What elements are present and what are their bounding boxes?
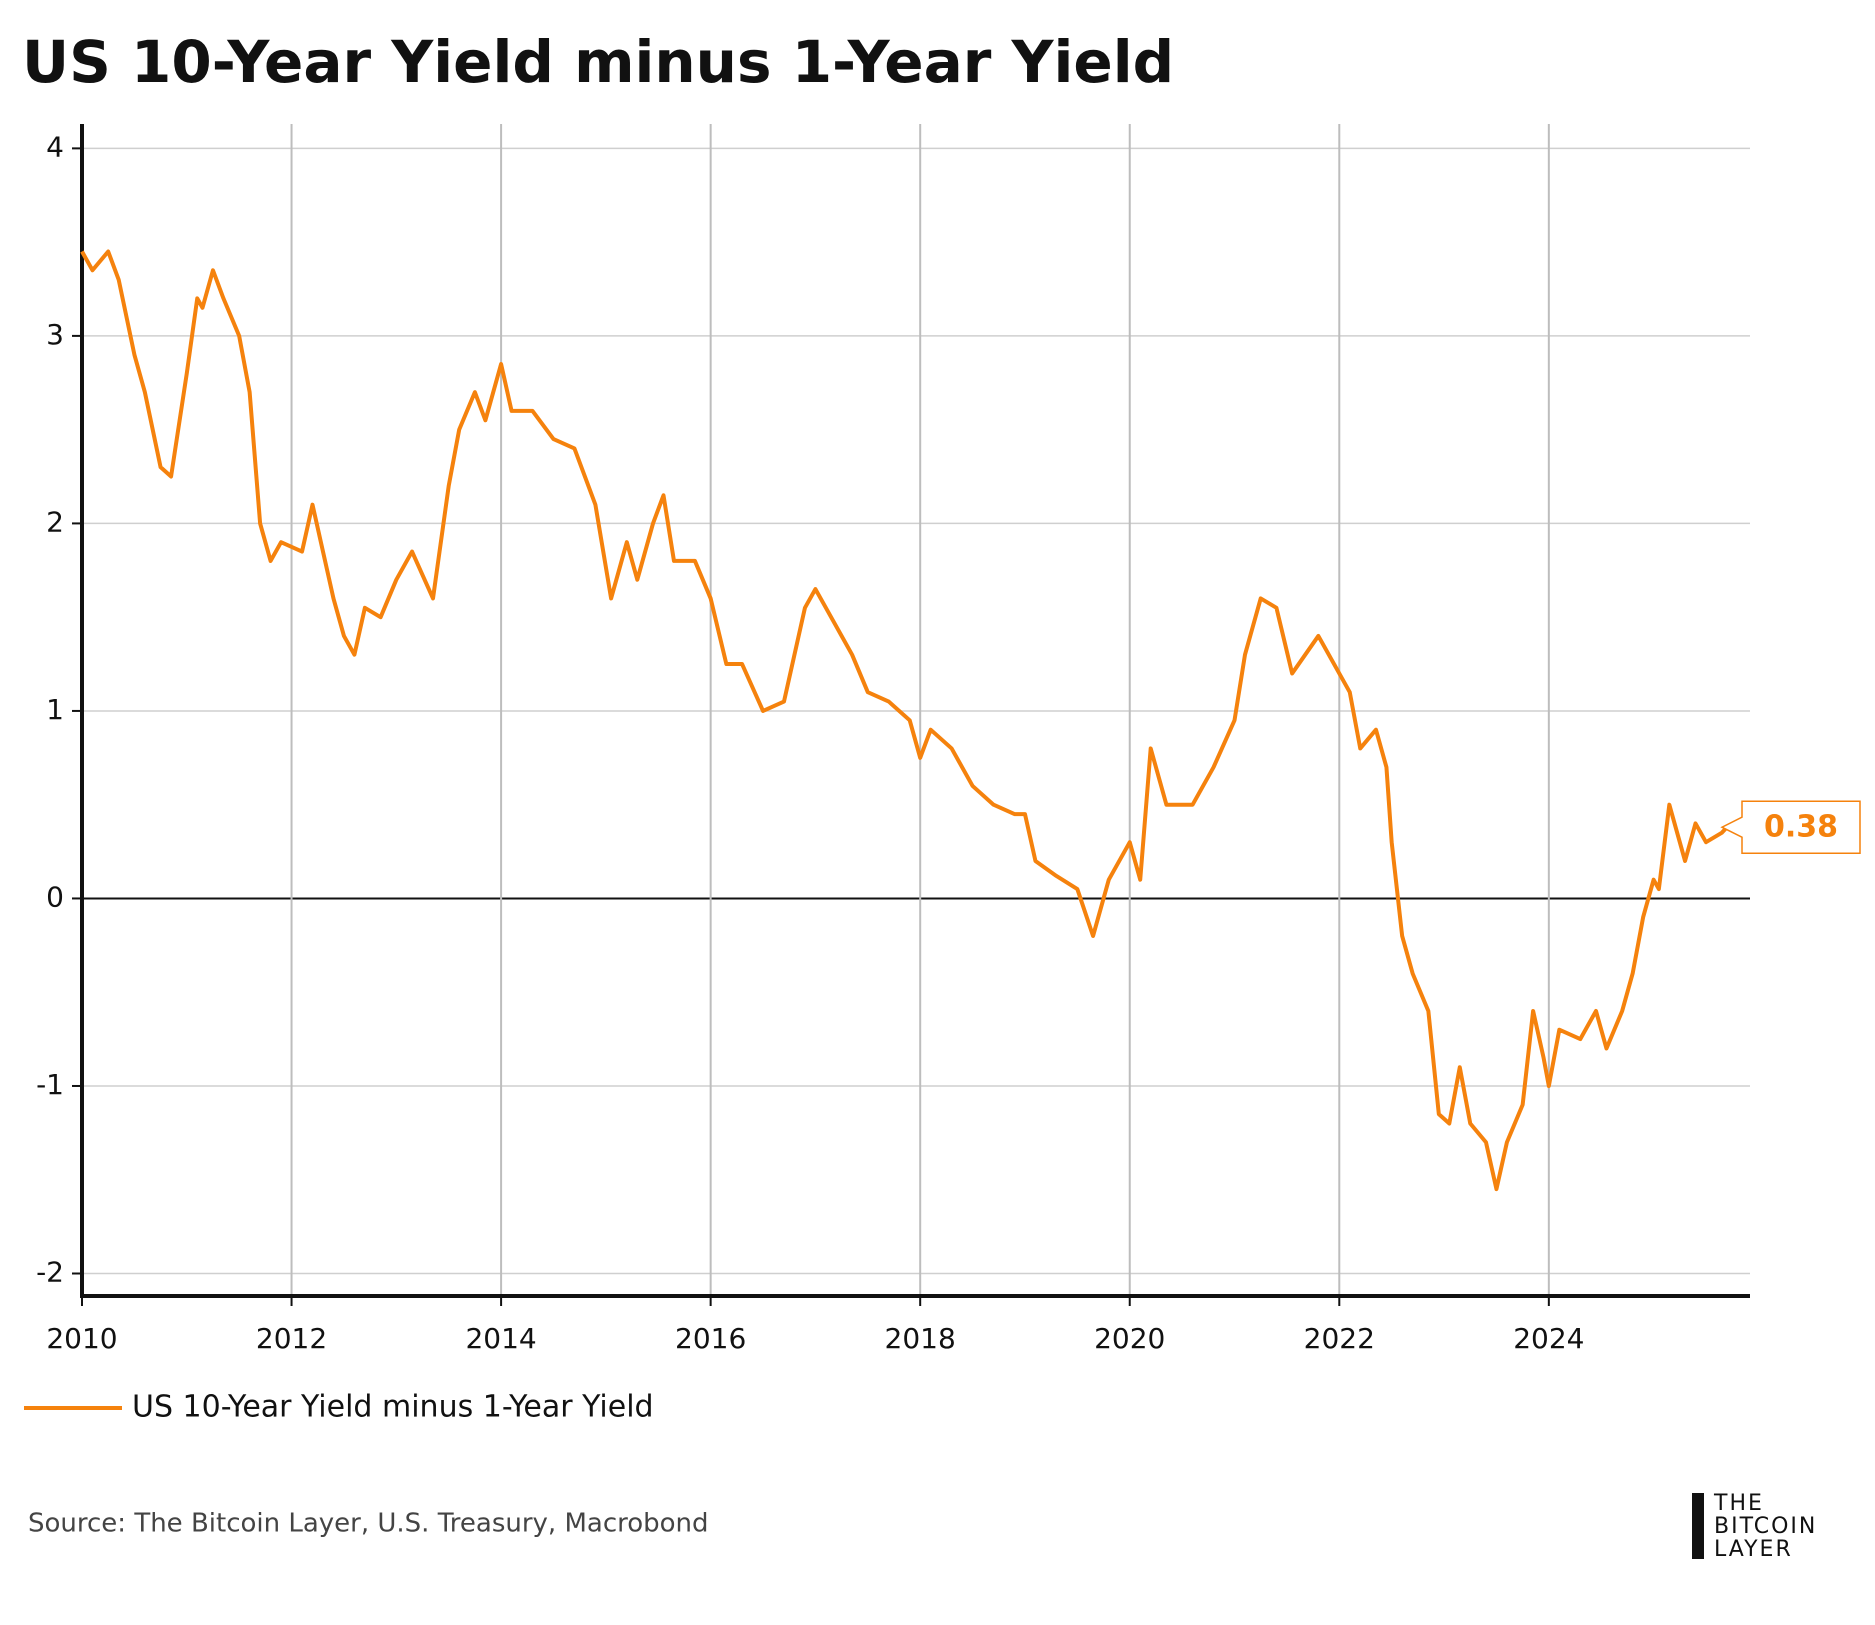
value-callout [1720,800,1861,854]
legend-label: US 10-Year Yield minus 1-Year Yield [132,1390,654,1425]
logo-bar [1692,1493,1704,1559]
x-tick-label: 2014 [465,1322,536,1355]
x-tick-label: 2018 [885,1322,956,1355]
x-tick-label: 2010 [46,1322,117,1355]
y-tick-label: 4 [46,130,64,163]
x-tick-label: 2012 [256,1322,327,1355]
x-tick-label: 2016 [675,1322,746,1355]
value-label: 0.38 [1764,810,1838,845]
x-tick-label: 2024 [1513,1322,1584,1355]
chart-title: US 10-Year Yield minus 1-Year Yield [22,28,1174,96]
y-tick-label: 0 [46,880,64,913]
data-line [80,249,1729,1192]
logo-text: BITCOIN [1714,1514,1817,1539]
x-tick-label: 2020 [1094,1322,1165,1355]
y-tick-label: 3 [46,318,64,351]
y-tick-label: 1 [46,693,64,726]
logo-text: LAYER [1714,1537,1793,1562]
source-note: Source: The Bitcoin Layer, U.S. Treasury… [28,1509,709,1539]
y-tick-label: 2 [46,505,64,538]
y-tick-label: -2 [36,1255,64,1288]
x-tick-label: 2022 [1304,1322,1375,1355]
y-tick-label: -1 [36,1068,64,1101]
logo-text: THE [1713,1491,1764,1516]
